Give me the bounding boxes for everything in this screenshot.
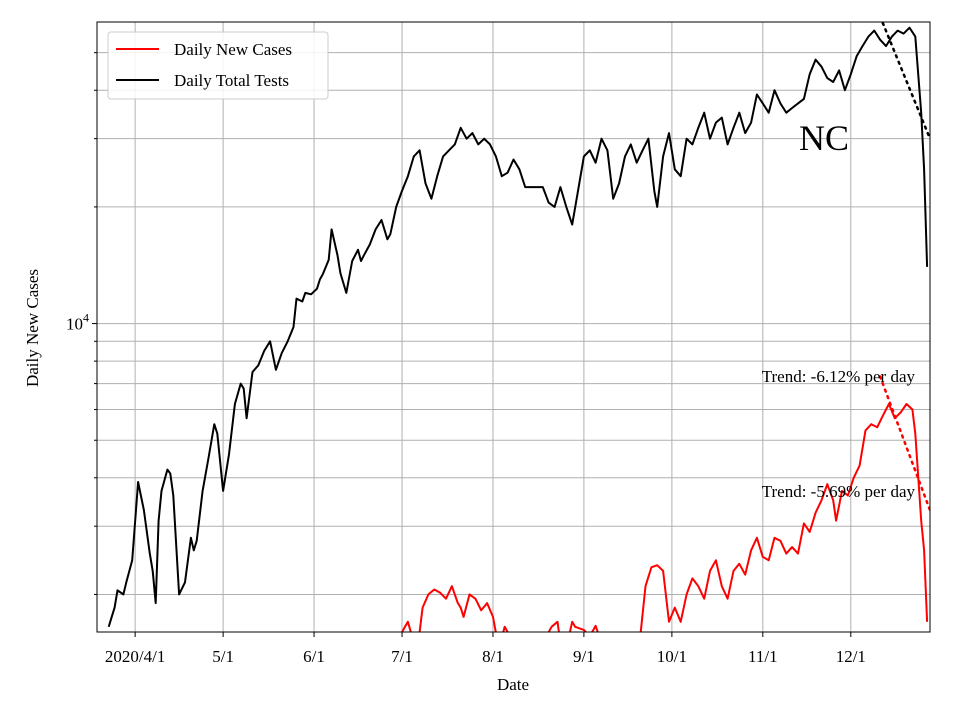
- x-tick-label: 7/1: [391, 647, 413, 666]
- trend-layer: [878, 22, 930, 512]
- plot-frame: [96, 21, 931, 633]
- legend-label-daily-new-cases: Daily New Cases: [174, 40, 292, 59]
- x-tick-label: 9/1: [573, 647, 595, 666]
- series-line-daily-new-cases: [400, 403, 929, 632]
- legend: Daily New Cases Daily Total Tests: [107, 31, 329, 100]
- y-tick-label: 104: [66, 311, 89, 334]
- x-tick-label: 2020/4/1: [105, 647, 165, 666]
- series-line-daily-total-tests: [107, 26, 929, 628]
- y-axis-label: Daily New Cases: [23, 269, 42, 387]
- series-layer: [107, 26, 929, 632]
- x-tick-label: 12/1: [836, 647, 866, 666]
- trend-label-cases: Trend: -5.69% per day: [762, 482, 916, 501]
- x-axis-label: Date: [497, 675, 529, 694]
- x-tick-label: 8/1: [482, 647, 504, 666]
- axis-ticks: 2020/4/1 5/1 6/1 7/1 8/1 9/1 10/1 11/1 12/1 104: [66, 52, 866, 666]
- x-tick-label: 11/1: [748, 647, 778, 666]
- trend-line-cases: [878, 375, 930, 512]
- x-tick-label: 6/1: [303, 647, 325, 666]
- legend-label-daily-total-tests: Daily Total Tests: [174, 71, 289, 90]
- grid-lines: [97, 22, 930, 632]
- x-tick-label: 10/1: [657, 647, 687, 666]
- x-tick-label: 5/1: [212, 647, 234, 666]
- trend-line-tests: [881, 22, 930, 140]
- chart-annotation: NC: [799, 118, 849, 158]
- trend-label-tests: Trend: -6.12% per day: [762, 367, 916, 386]
